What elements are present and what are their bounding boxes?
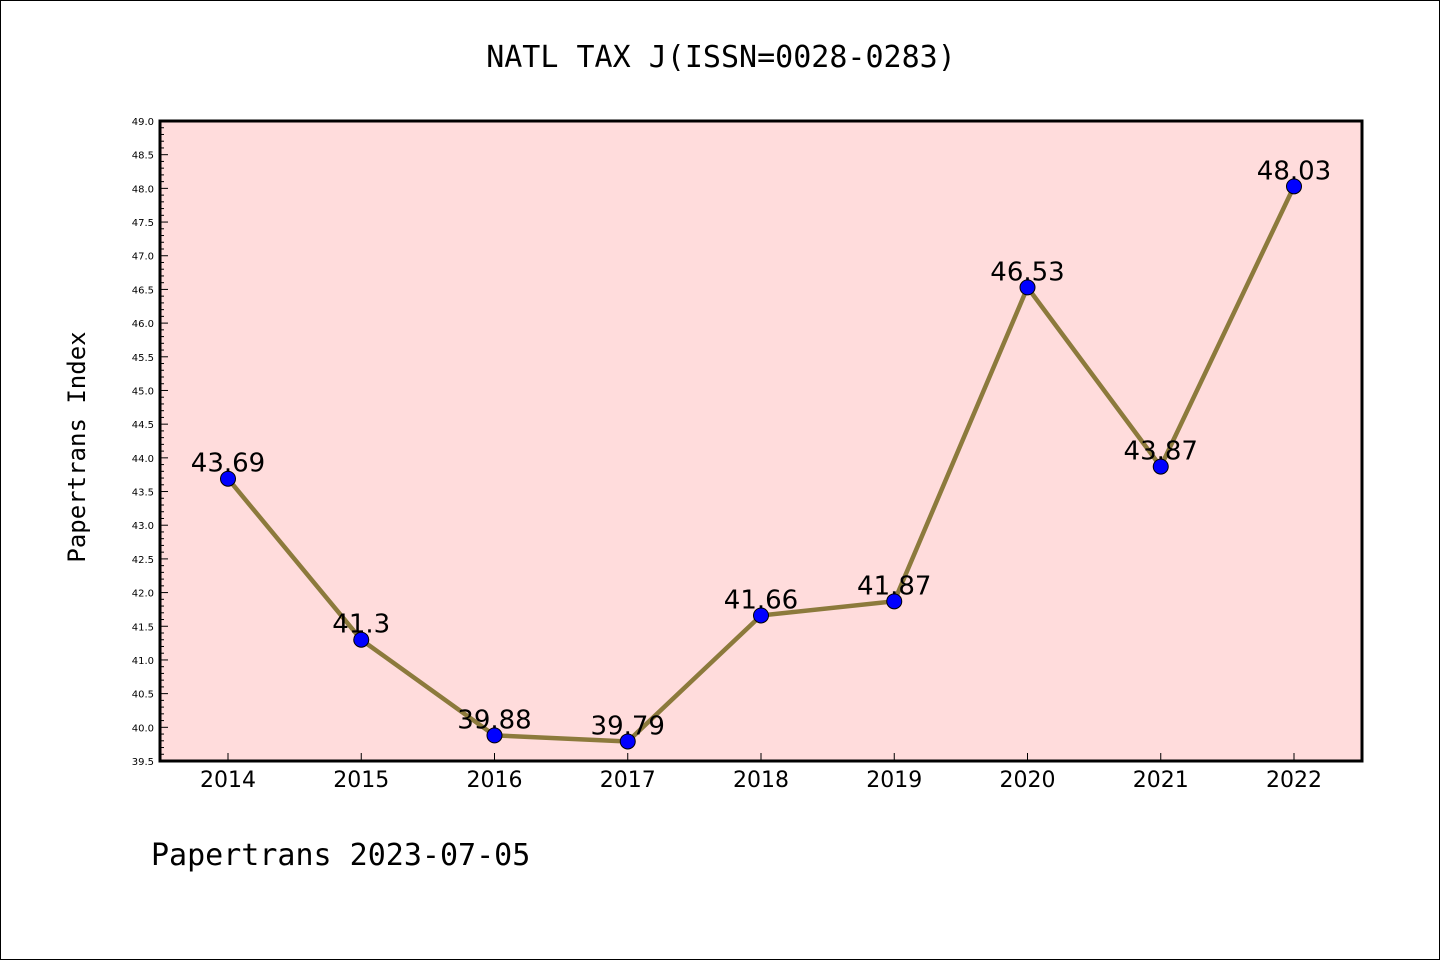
y-tick-label: 47.5 xyxy=(132,218,154,229)
y-axis-label: Papertrans Index xyxy=(63,331,91,562)
data-label: 41.66 xyxy=(724,585,798,615)
y-tick-label: 44.0 xyxy=(132,454,154,465)
data-label: 39.79 xyxy=(591,711,665,741)
x-tick-label: 2015 xyxy=(333,768,389,793)
x-tick-label: 2020 xyxy=(1000,768,1056,793)
y-tick-label: 41.5 xyxy=(132,622,154,633)
chart-title: NATL TAX J(ISSN=0028-0283) xyxy=(486,40,956,75)
y-tick-label: 44.5 xyxy=(132,420,154,431)
y-tick-label: 43.0 xyxy=(132,521,154,532)
y-tick-label: 42.5 xyxy=(132,555,154,566)
x-tick-label: 2019 xyxy=(866,768,922,793)
x-tick-label: 2016 xyxy=(467,768,523,793)
y-tick-label: 40.5 xyxy=(132,690,154,701)
data-point xyxy=(353,631,370,648)
y-tick-label: 43.5 xyxy=(132,488,154,499)
plot-area xyxy=(160,121,1362,761)
y-tick-label: 49.0 xyxy=(132,117,154,128)
data-label: 41.3 xyxy=(332,610,390,640)
footer-text: Papertrans 2023-07-05 xyxy=(151,838,530,873)
data-point xyxy=(1286,178,1302,195)
data-label: 48.03 xyxy=(1257,156,1331,186)
data-point xyxy=(486,727,503,744)
data-label: 39.88 xyxy=(457,705,531,735)
data-point xyxy=(886,593,903,610)
y-tick-label: 45.0 xyxy=(132,386,154,397)
data-point xyxy=(619,733,636,750)
data-point xyxy=(753,607,769,624)
x-tick-label: 2022 xyxy=(1266,768,1322,793)
y-tick-label: 40.0 xyxy=(132,723,154,734)
y-axis-ticks: 39.5 40.0 40.5 41.0 41.5 42.0 42.5 43.0 43.5 44.0… xyxy=(132,117,168,768)
plot-frame xyxy=(158,119,1364,763)
y-tick-label: 45.5 xyxy=(132,353,154,364)
data-label: 41.87 xyxy=(857,571,931,601)
y-tick-label: 48.0 xyxy=(132,184,154,195)
data-label: 43.87 xyxy=(1124,437,1198,467)
data-label: 46.53 xyxy=(990,257,1064,287)
data-point xyxy=(1019,279,1036,296)
y-tick-label: 42.0 xyxy=(132,589,154,600)
y-tick-label: 48.5 xyxy=(132,151,154,162)
y-tick-label: 47.0 xyxy=(132,252,154,263)
x-tick-label: 2021 xyxy=(1133,768,1189,793)
y-tick-label: 39.5 xyxy=(132,757,154,768)
y-tick-label: 41.0 xyxy=(132,656,154,667)
x-tick-label: 2018 xyxy=(733,768,789,793)
y-tick-label: 46.0 xyxy=(132,319,154,330)
data-label: 43.69 xyxy=(191,449,265,479)
x-tick-label: 2017 xyxy=(600,768,656,793)
x-tick-label: 2014 xyxy=(200,768,256,793)
series-group: 43.69 41.3 39.88 39.79 41.66 41.87 46.53 43.87 4… xyxy=(191,156,1331,750)
y-tick-label: 46.5 xyxy=(132,285,154,296)
data-point xyxy=(220,470,236,487)
data-point xyxy=(1152,458,1169,475)
